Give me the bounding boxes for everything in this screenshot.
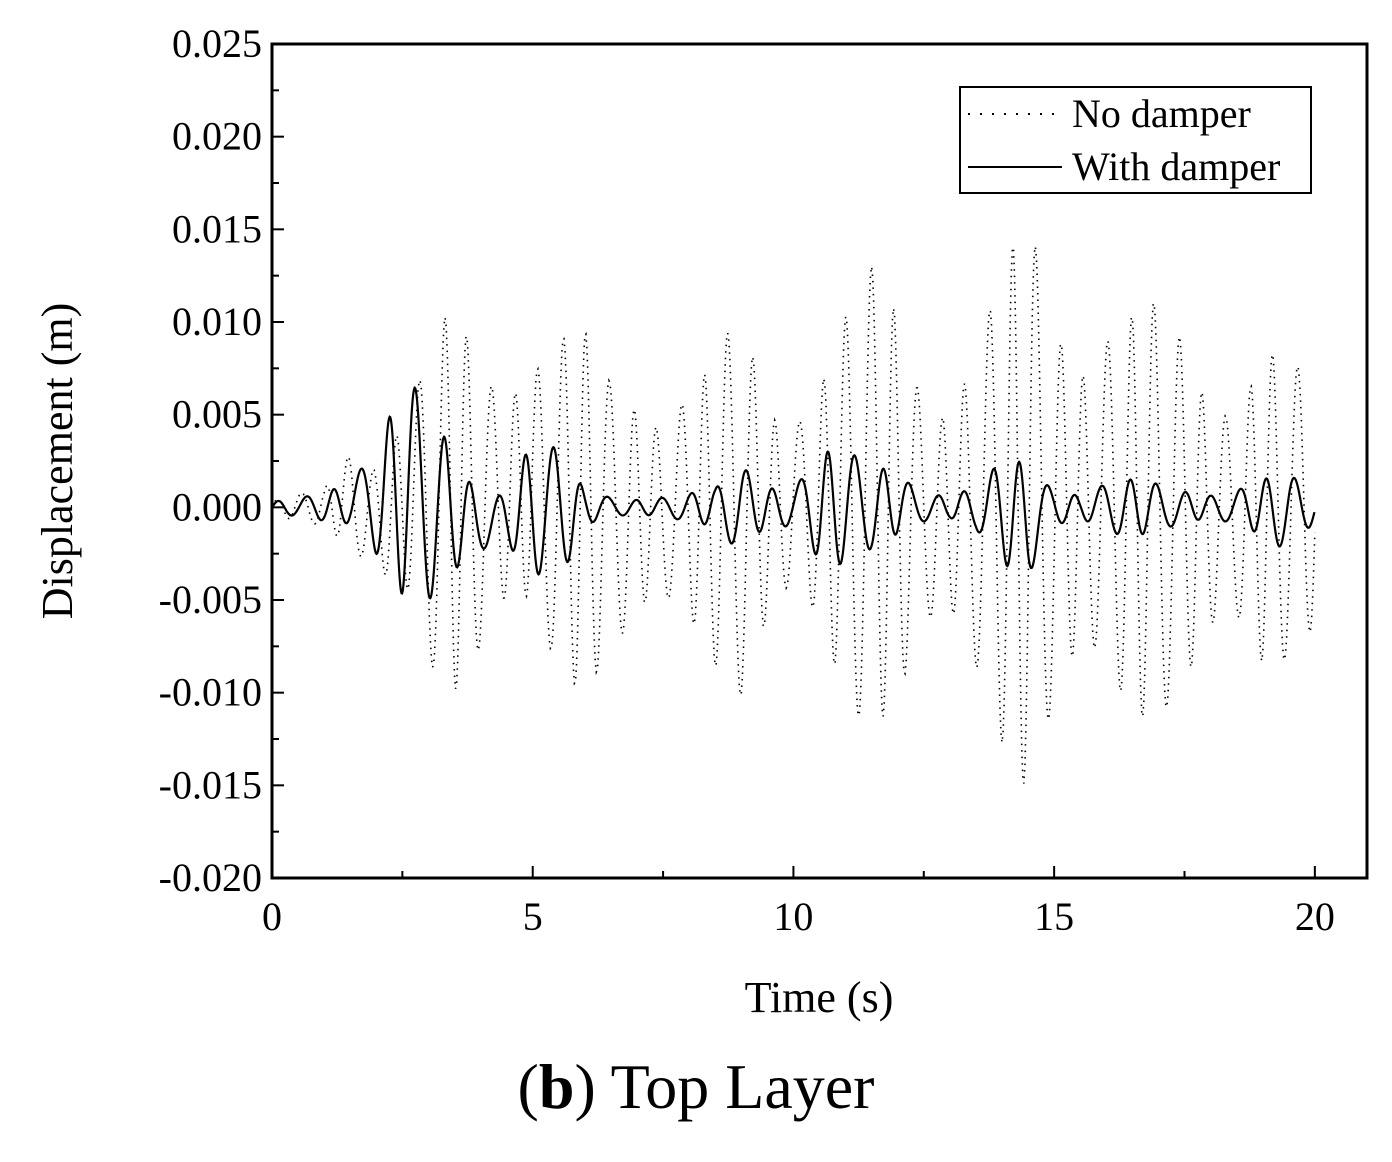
legend-label-no-damper: No damper xyxy=(1072,91,1251,136)
y-tick-label: 0.010 xyxy=(172,299,262,344)
y-tick-label: -0.005 xyxy=(159,577,262,622)
y-tick-label: -0.010 xyxy=(159,670,262,715)
y-tick-label: -0.020 xyxy=(159,855,262,900)
y-tick-label: 0.020 xyxy=(172,114,262,159)
y-tick-label: 0.015 xyxy=(172,206,262,251)
x-axis-label: Time (s) xyxy=(745,973,894,1022)
x-tick-label: 15 xyxy=(1034,894,1074,939)
legend-label-with-damper: With damper xyxy=(1072,144,1280,189)
series-line-no-damper xyxy=(271,245,1316,784)
y-axis-label: Displacement (m) xyxy=(33,303,82,619)
y-tick-label: -0.015 xyxy=(159,762,262,807)
legend-box xyxy=(959,86,1312,194)
caption-text: Top Layer xyxy=(610,1051,875,1122)
series-line-with-damper xyxy=(271,385,1316,600)
x-axis-ticks: 0 5 10 15 20 xyxy=(262,866,1335,939)
x-tick-label: 10 xyxy=(773,894,813,939)
y-tick-label: 0.005 xyxy=(172,392,262,437)
y-axis-ticks: -0.020 -0.015 -0.010 -0.005 0.000 0.005 0.010 0… xyxy=(159,21,284,900)
legend: No damper With damper xyxy=(959,86,1312,194)
series-layer xyxy=(271,245,1316,784)
x-tick-label: 20 xyxy=(1295,894,1335,939)
x-tick-label: 0 xyxy=(262,894,282,939)
y-tick-label: 0.025 xyxy=(172,21,262,66)
caption-label: b xyxy=(538,1051,575,1122)
figure-caption: (b) Top Layer xyxy=(517,1051,875,1122)
x-tick-label: 5 xyxy=(523,894,543,939)
y-tick-label: 0.000 xyxy=(172,484,262,529)
